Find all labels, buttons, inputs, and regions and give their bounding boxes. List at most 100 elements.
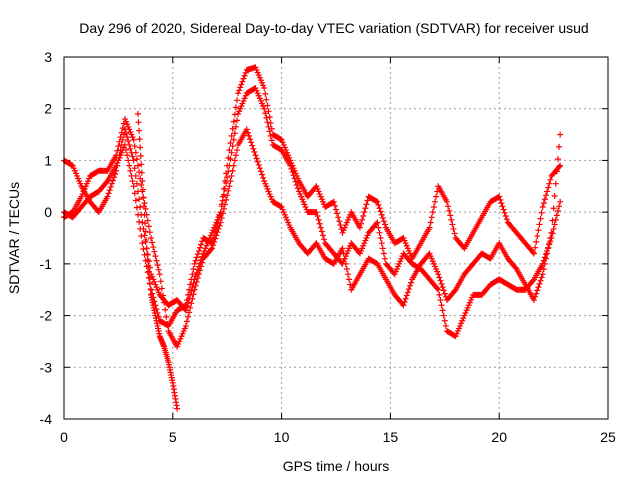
data-point [104, 193, 111, 200]
data-point [536, 221, 543, 228]
data-point [380, 218, 387, 225]
data-point [428, 214, 435, 221]
data-point [191, 286, 198, 293]
data-point [441, 290, 448, 297]
data-point [214, 229, 221, 236]
data-point [535, 284, 542, 291]
data-point [268, 137, 275, 144]
data-point [498, 200, 505, 207]
data-point [162, 306, 169, 313]
data-point [339, 245, 346, 252]
data-point [292, 178, 299, 185]
data-point [340, 250, 347, 257]
data-point [117, 134, 124, 141]
data-point [261, 105, 268, 112]
data-point [499, 203, 506, 210]
data-point [130, 157, 137, 164]
data-point [155, 266, 162, 273]
data-point [138, 169, 145, 176]
data-point [319, 232, 326, 239]
data-point [144, 269, 151, 276]
data-point [448, 216, 455, 223]
data-point [532, 244, 539, 251]
data-point [289, 169, 296, 176]
data-point [163, 313, 170, 320]
data-point [538, 209, 545, 216]
data-point [512, 264, 519, 271]
data-point [103, 179, 110, 186]
data-point [447, 212, 454, 219]
data-point [255, 161, 262, 168]
data-point [541, 254, 548, 261]
data-point [537, 215, 544, 222]
data-point [400, 302, 407, 309]
data-point [427, 219, 434, 226]
data-point [138, 161, 145, 168]
data-point [136, 136, 143, 143]
data-point [538, 274, 545, 281]
data-point [540, 200, 547, 207]
y-tick-label: 0 [44, 204, 52, 220]
data-point [233, 147, 240, 154]
data-point [232, 123, 239, 130]
data-point [536, 280, 543, 287]
data-point [266, 114, 273, 121]
x-tick-label: 15 [383, 429, 399, 445]
data-point [150, 244, 157, 251]
data-point [222, 185, 229, 192]
data-point [182, 302, 189, 309]
data-point [556, 143, 563, 150]
data-point [321, 236, 328, 243]
data-point [227, 178, 234, 185]
data-point [318, 228, 325, 235]
data-point [343, 266, 350, 273]
data-point [315, 216, 322, 223]
data-point [141, 211, 148, 218]
data-point [137, 225, 144, 232]
data-point [129, 153, 136, 160]
data-point [541, 196, 548, 203]
data-point [118, 129, 125, 136]
data-point [552, 216, 559, 223]
data-point [125, 138, 132, 145]
data-point [133, 180, 140, 187]
data-point [127, 145, 134, 152]
axis-ticks: 0 5 10 15 20 25 -4 -3 -2 -1 0 1 2 3 [40, 49, 616, 445]
x-axis-label: GPS time / hours [283, 458, 390, 474]
data-point [157, 278, 164, 285]
data-point [342, 260, 349, 267]
data-point [254, 158, 261, 165]
data-point [557, 131, 564, 138]
data-point [215, 225, 222, 232]
data-point [316, 220, 323, 227]
data-point [185, 291, 192, 298]
data-point [245, 132, 252, 139]
data-point [154, 262, 161, 269]
data-point [376, 205, 383, 212]
data-point [554, 156, 561, 163]
data-point [158, 285, 165, 292]
data-point [216, 222, 223, 229]
data-point [532, 293, 539, 300]
data-point [224, 174, 231, 181]
series-track-a [61, 64, 564, 314]
data-point [432, 198, 439, 205]
x-tick-label: 10 [274, 429, 290, 445]
data-point [544, 188, 551, 195]
data-point [408, 279, 415, 286]
data-point [193, 254, 200, 261]
data-point [550, 205, 557, 212]
data-point [135, 119, 142, 126]
data-point [236, 87, 243, 94]
data-point [194, 251, 201, 258]
data-point [220, 191, 227, 198]
data-point [529, 277, 536, 284]
x-tick-label: 20 [491, 429, 507, 445]
data-point [290, 172, 297, 179]
y-tick-label: -4 [40, 411, 53, 427]
data-point [124, 134, 131, 141]
data-point [358, 220, 365, 227]
data-point [381, 255, 388, 262]
data-point [191, 260, 198, 267]
data-point [435, 286, 442, 293]
